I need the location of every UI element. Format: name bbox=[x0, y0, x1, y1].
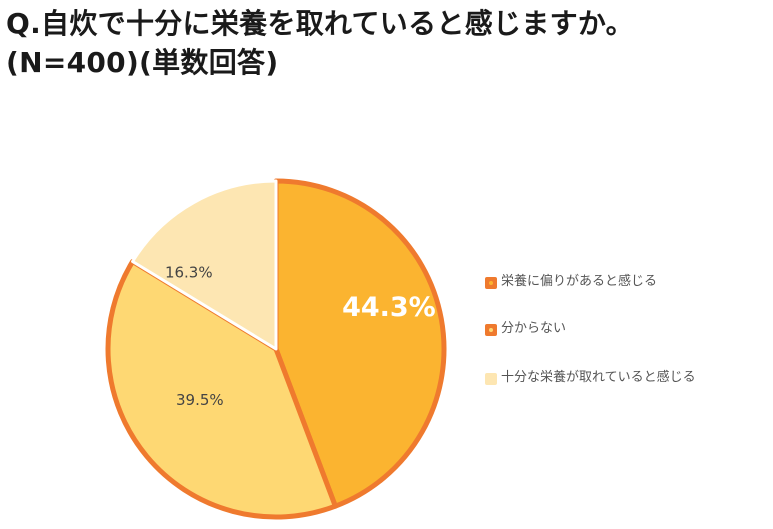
chart-title: Q.自炊で十分に栄養を取れていると感じますか。 (N=400)(単数回答) bbox=[6, 4, 768, 82]
data-label-dont-know: 39.5% bbox=[176, 391, 224, 409]
chart-title-line-1: Q.自炊で十分に栄養を取れていると感じますか。 bbox=[6, 7, 634, 40]
legend-swatch-sufficient bbox=[485, 373, 497, 385]
legend-label-dont-know: 分からない bbox=[501, 321, 567, 336]
slice-dont-know bbox=[105, 259, 338, 520]
chart-title-line-2: (N=400)(単数回答) bbox=[6, 46, 279, 79]
legend-swatch-dont-know bbox=[485, 324, 497, 336]
chart-legend: 栄養に偏りがあると感じる 分からない 十分な栄養が取れていると感じる bbox=[485, 274, 725, 417]
legend-item-sufficient: 十分な栄養が取れていると感じる bbox=[485, 370, 725, 391]
legend-item-unbalanced: 栄養に偏りがあると感じる bbox=[485, 274, 725, 295]
data-label-sufficient: 16.3% bbox=[165, 263, 213, 281]
data-label-unbalanced: 44.3% bbox=[342, 292, 436, 323]
legend-label-unbalanced: 栄養に偏りがあると感じる bbox=[501, 274, 658, 289]
legend-swatch-dot bbox=[489, 328, 493, 332]
slice-sufficient bbox=[131, 179, 278, 351]
legend-label-sufficient: 十分な栄養が取れていると感じる bbox=[501, 370, 696, 385]
legend-item-dont-know: 分からない bbox=[485, 321, 725, 342]
legend-swatch-dot bbox=[489, 377, 493, 381]
legend-swatch-unbalanced bbox=[485, 277, 497, 289]
legend-swatch-dot bbox=[489, 281, 493, 285]
slice-unbalanced bbox=[273, 178, 447, 509]
